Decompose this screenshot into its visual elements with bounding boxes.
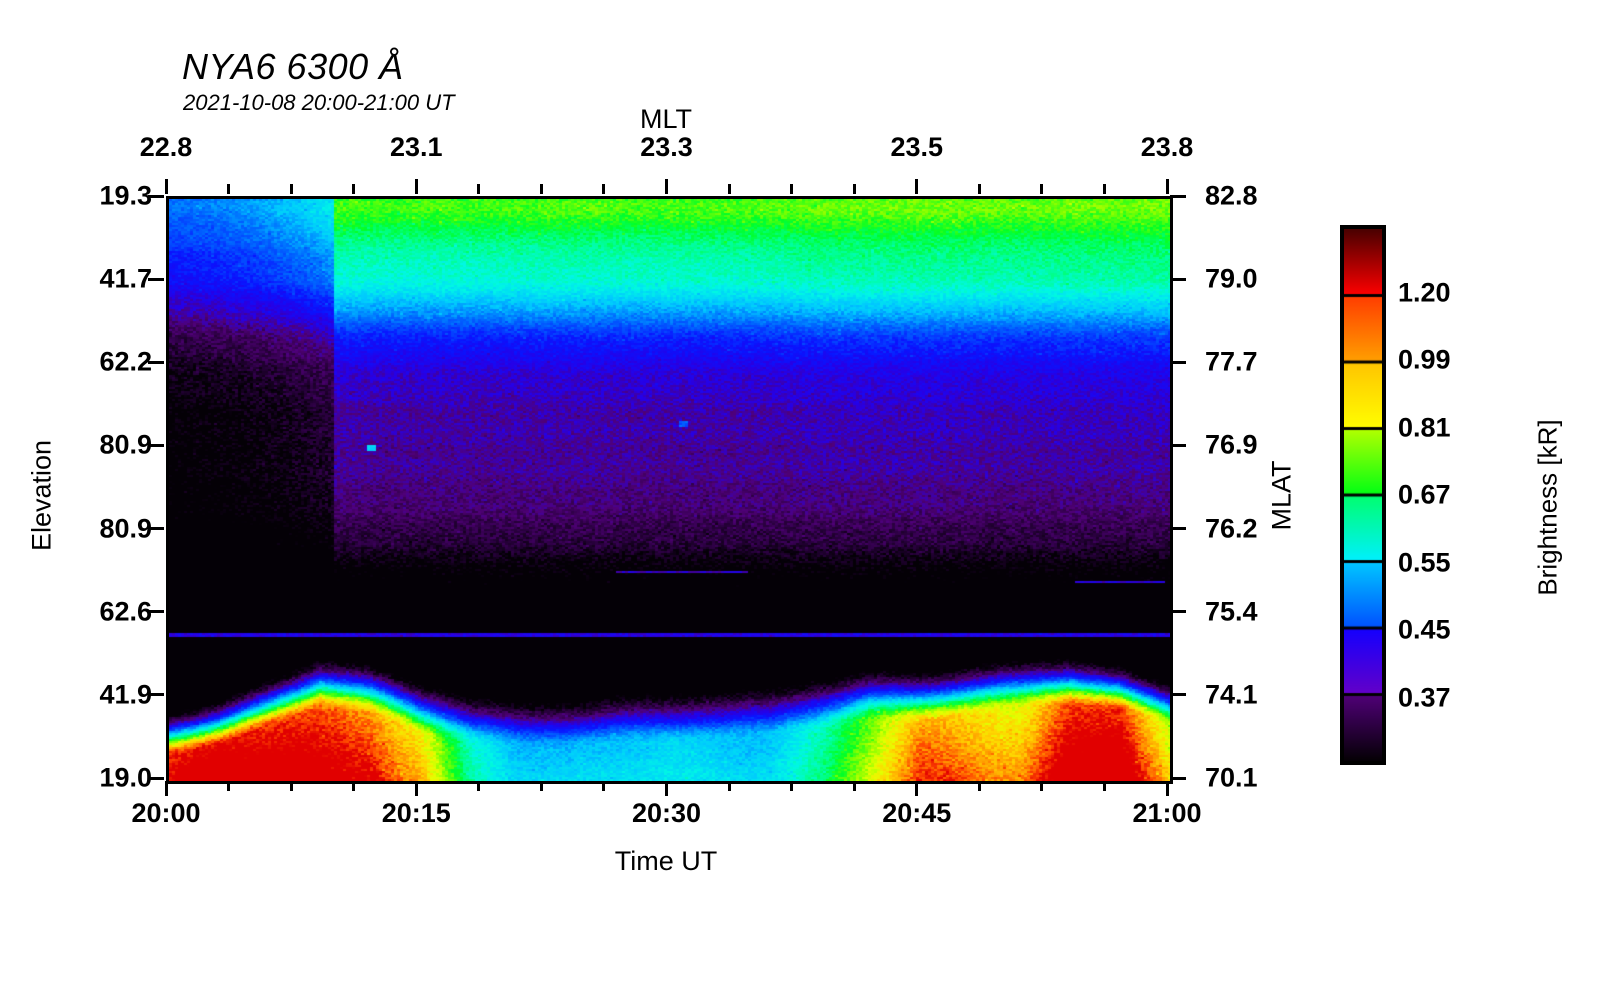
- top-minor-tick-3-1: [977, 184, 981, 194]
- top-minor-tick-3-2: [1040, 184, 1044, 194]
- right-axis-tick-label-6: 74.1: [1205, 679, 1258, 710]
- left-tick-2: [148, 360, 164, 364]
- left-axis-tick-label-2: 62.2: [99, 346, 152, 377]
- top-major-tick-3: [915, 179, 919, 194]
- right-axis-tick-label-3: 76.9: [1205, 429, 1258, 460]
- bottom-minor-tick-3-3: [1102, 781, 1106, 791]
- top-major-tick-2: [665, 179, 668, 194]
- right-tick-5: [1170, 610, 1186, 614]
- bottom-minor-tick-1-3: [602, 781, 606, 791]
- top-axis-tick-label-0: 22.8: [139, 132, 193, 162]
- colorbar-gradient: [1344, 229, 1382, 761]
- right-axis-tick-label-5: 75.4: [1205, 596, 1258, 627]
- top-axis-title: MLT: [640, 104, 692, 134]
- bottom-major-tick-2: [665, 781, 668, 796]
- bottom-axis-tick-label-3: 20:45: [882, 798, 952, 828]
- colorbar-tick-label-2: 0.81: [1398, 412, 1451, 442]
- right-tick-0: [1170, 194, 1186, 198]
- colorbar-tick-label-4: 0.55: [1398, 547, 1451, 577]
- top-minor-tick-1-3: [602, 184, 606, 194]
- left-axis-tick-label-6: 41.9: [99, 679, 152, 710]
- right-tick-2: [1170, 360, 1186, 364]
- bottom-minor-tick-1-1: [477, 781, 481, 791]
- right-tick-4: [1170, 527, 1186, 531]
- bottom-minor-tick-0-2: [289, 781, 293, 791]
- top-minor-tick-1-1: [477, 184, 481, 194]
- bottom-minor-tick-2-3: [852, 781, 856, 791]
- colorbar-tick-label-6: 0.37: [1398, 682, 1451, 712]
- top-minor-tick-0-3: [352, 184, 356, 194]
- bottom-axis-tick-label-1: 20:15: [381, 798, 451, 828]
- left-axis-tick-label-4: 80.9: [99, 513, 152, 544]
- top-axis-tick-label-1: 23.1: [389, 132, 443, 162]
- page-subtitle: 2021-10-08 20:00-21:00 UT: [183, 90, 455, 115]
- right-tick-7: [1170, 776, 1186, 780]
- left-axis-tick-label-1: 41.7: [99, 263, 152, 294]
- top-major-tick-1: [414, 179, 418, 194]
- right-tick-6: [1170, 693, 1186, 697]
- bottom-minor-tick-2-2: [790, 781, 794, 791]
- right-axis-tick-label-1: 79.0: [1205, 263, 1258, 294]
- top-major-tick-0: [164, 179, 168, 194]
- top-minor-tick-1-2: [539, 184, 543, 194]
- left-tick-0: [148, 194, 164, 198]
- page-title: NYA6 6300 Å: [182, 46, 404, 87]
- left-tick-5: [148, 610, 164, 614]
- top-minor-tick-0-1: [227, 184, 231, 194]
- left-tick-1: [148, 277, 164, 281]
- colorbar-tick-label-5: 0.45: [1398, 614, 1451, 645]
- colorbar-title: Brightness [kR]: [1532, 419, 1563, 596]
- bottom-minor-tick-3-2: [1040, 781, 1044, 791]
- bottom-axis-tick-label-2: 20:30: [631, 798, 702, 828]
- left-tick-7: [148, 776, 164, 780]
- keogram-plot-area: [166, 196, 1173, 784]
- colorbar: [1340, 225, 1386, 765]
- top-minor-tick-2-2: [790, 184, 794, 194]
- bottom-minor-tick-1-2: [539, 781, 543, 791]
- left-tick-3: [148, 443, 164, 447]
- right-axis-tick-label-7: 70.1: [1205, 762, 1258, 793]
- top-minor-tick-0-2: [289, 184, 293, 194]
- top-minor-tick-3-3: [1102, 184, 1106, 194]
- right-axis-tick-label-4: 76.2: [1205, 513, 1258, 544]
- bottom-minor-tick-2-1: [727, 781, 731, 791]
- top-minor-tick-2-1: [727, 184, 731, 194]
- colorbar-tick-label-1: 0.99: [1398, 344, 1451, 375]
- bottom-major-tick-3: [915, 781, 919, 796]
- right-axis-tick-label-0: 82.8: [1205, 180, 1258, 211]
- right-tick-3: [1170, 443, 1186, 447]
- bottom-axis-tick-label-4: 21:00: [1132, 798, 1202, 828]
- top-major-tick-4: [1165, 179, 1169, 194]
- colorbar-tick-label-3: 0.67: [1398, 479, 1451, 510]
- right-tick-1: [1170, 277, 1186, 281]
- top-axis-tick-label-3: 23.5: [890, 132, 944, 162]
- right-axis-tick-label-2: 77.7: [1205, 346, 1258, 377]
- left-axis-tick-label-0: 19.3: [99, 180, 152, 211]
- left-axis-tick-label-5: 62.6: [99, 596, 152, 627]
- right-axis-title: MLAT: [1266, 460, 1297, 531]
- left-axis-tick-label-3: 80.9: [99, 429, 152, 460]
- bottom-major-tick-4: [1165, 781, 1169, 796]
- bottom-major-tick-1: [414, 781, 418, 796]
- bottom-minor-tick-3-1: [977, 781, 981, 791]
- bottom-axis-title: Time UT: [614, 846, 718, 876]
- left-tick-4: [148, 527, 164, 531]
- colorbar-tick-label-0: 1.20: [1398, 277, 1451, 307]
- left-axis-tick-label-7: 19.0: [99, 762, 152, 793]
- left-tick-6: [148, 693, 164, 697]
- keogram-heatmap: [169, 199, 1170, 781]
- bottom-major-tick-0: [164, 781, 168, 796]
- top-axis-tick-label-4: 23.8: [1140, 132, 1194, 162]
- bottom-axis-tick-label-0: 20:00: [131, 798, 201, 828]
- bottom-minor-tick-0-3: [352, 781, 356, 791]
- top-axis-tick-label-2: 23.3: [640, 132, 693, 162]
- bottom-minor-tick-0-1: [227, 781, 231, 791]
- top-minor-tick-2-3: [852, 184, 856, 194]
